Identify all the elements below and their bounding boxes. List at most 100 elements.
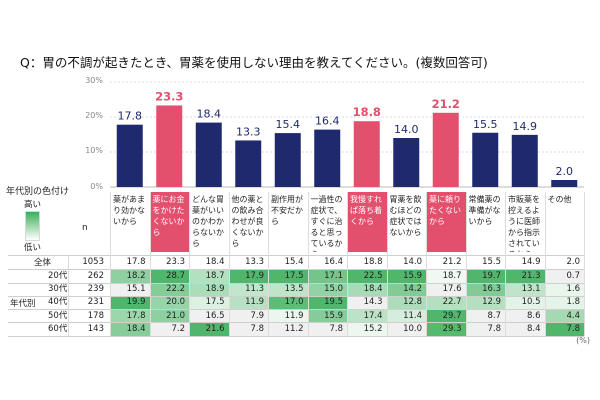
bar-1	[156, 105, 183, 187]
total-cell-3: 13.3	[245, 257, 264, 267]
table-cell: 20.0	[149, 296, 189, 310]
bar-value-label-1: 23.3	[155, 89, 183, 103]
table-cell: 7.8	[465, 322, 505, 336]
age-row-label: 60代	[48, 323, 68, 334]
table-cell: 7.8	[228, 322, 268, 336]
table-cell: 18.4	[347, 283, 387, 297]
table-cell: 14.3	[347, 296, 387, 310]
y-tick-20: 20%	[85, 111, 103, 120]
table-cell: 15.0	[307, 283, 347, 297]
table-cell: 18.7	[426, 270, 466, 283]
bar-11	[551, 180, 578, 187]
table-cell: 17.1	[307, 270, 347, 283]
bar-8	[432, 112, 459, 187]
table-cell: 15.2	[347, 322, 387, 336]
table-cell: 17.0	[268, 296, 308, 310]
age-row-n: 231	[87, 297, 104, 308]
column-header-8: 薬に頼りたくないから	[426, 192, 466, 252]
bar-3	[235, 140, 262, 187]
column-header-2: どんな胃薬がいいのかわからないから	[192, 195, 224, 248]
bar-9	[472, 132, 499, 187]
age-row-n: 143	[87, 323, 104, 334]
table-column-divider	[189, 192, 190, 336]
table-column-divider	[68, 255, 69, 336]
table-cell: 18.4	[110, 322, 150, 336]
bar-2	[195, 122, 222, 187]
age-row-label: 30代	[48, 284, 68, 295]
table-cell: 15.9	[386, 270, 426, 283]
table-cell: 19.7	[465, 270, 505, 283]
bar-6	[353, 121, 380, 187]
bar-value-label-3: 13.3	[236, 125, 261, 138]
y-tick-0: 0%	[90, 182, 103, 191]
age-row-label: 40代	[48, 297, 68, 308]
table-column-divider	[268, 192, 269, 336]
table-column-divider	[505, 192, 506, 336]
table-cell: 18.9	[189, 283, 229, 297]
table-cell: 17.6	[426, 283, 466, 297]
table-cell: 17.5	[268, 270, 308, 283]
total-cell-9: 15.5	[482, 257, 501, 267]
bar-10	[511, 134, 538, 187]
table-line-mid	[8, 269, 584, 270]
table-column-divider	[544, 192, 546, 336]
n-header: n	[82, 223, 88, 233]
unit-label: (%)	[576, 336, 590, 345]
column-header-6: 我慢すれば落ち着くから	[347, 192, 387, 252]
table-cell: 11.2	[268, 322, 308, 336]
table-cell: 19.9	[110, 296, 150, 310]
table-cell: 1.6	[544, 283, 584, 297]
table-cell: 17.4	[347, 309, 387, 323]
age-group-label: 年代別	[10, 299, 36, 309]
table-cell: 15.9	[307, 309, 347, 323]
bar-value-label-0: 17.8	[118, 110, 143, 123]
column-header-5: 一過性の症状で、すぐに治ると思っているから	[310, 195, 343, 252]
table-cell: 11.9	[268, 309, 308, 323]
column-header-11: その他	[547, 195, 572, 204]
bar-0	[116, 124, 143, 187]
table-column-divider	[584, 192, 585, 336]
table-cell: 13.5	[268, 283, 308, 297]
table-cell: 7.8	[307, 322, 347, 336]
table-column-divider	[110, 192, 111, 336]
table-cell: 11.3	[228, 283, 268, 297]
total-cell-10: 14.9	[521, 257, 541, 267]
color-legend-gradient	[25, 211, 40, 241]
table-cell: 7.9	[228, 309, 268, 323]
total-cell-1: 23.3	[166, 257, 185, 267]
column-header-1: 薬にお金をかけたくないから	[149, 192, 189, 252]
total-cell-0: 17.8	[126, 257, 146, 267]
table-column-divider	[149, 192, 151, 336]
table-row-divider	[8, 295, 584, 297]
bar-5	[314, 129, 341, 187]
table-cell: 11.4	[386, 309, 426, 323]
y-tick-10: 10%	[85, 146, 103, 155]
total-cell-5: 16.4	[324, 257, 343, 267]
bar-value-label-5: 16.4	[315, 115, 340, 128]
y-tick-30: 30%	[85, 76, 103, 85]
total-cell-6: 18.8	[363, 257, 383, 267]
table-cell: 17.5	[189, 296, 229, 310]
bar-value-label-4: 15.4	[276, 118, 301, 131]
table-column-divider	[307, 192, 309, 336]
table-cell: 21.3	[505, 270, 545, 283]
table-cell: 7.2	[149, 322, 189, 336]
bar-value-label-6: 18.8	[353, 105, 381, 119]
age-row-label: 20代	[48, 271, 68, 281]
column-header-10: 市販薬を控えるように医師から指示されているから	[508, 195, 540, 252]
column-header-0: 薬があまり効かないから	[113, 195, 145, 226]
table-cell: 10.5	[505, 296, 545, 310]
table-cell: 13.1	[505, 283, 545, 297]
table-cell: 29.7	[426, 309, 466, 323]
table-cell: 8.6	[505, 309, 545, 323]
color-legend-low: 低い	[24, 243, 42, 253]
table-cell: 22.5	[347, 270, 387, 283]
age-row-n: 239	[87, 284, 104, 295]
bar-7	[393, 138, 420, 187]
bar-value-label-2: 18.4	[197, 108, 222, 121]
table-cell: 15.1	[110, 283, 150, 297]
table-cell: 4.4	[544, 309, 584, 323]
total-cell-2: 18.4	[205, 257, 225, 267]
column-header-7: 胃薬を飲むほどの症状ではないから	[389, 195, 422, 237]
total-cell-11: 2.0	[566, 257, 580, 267]
